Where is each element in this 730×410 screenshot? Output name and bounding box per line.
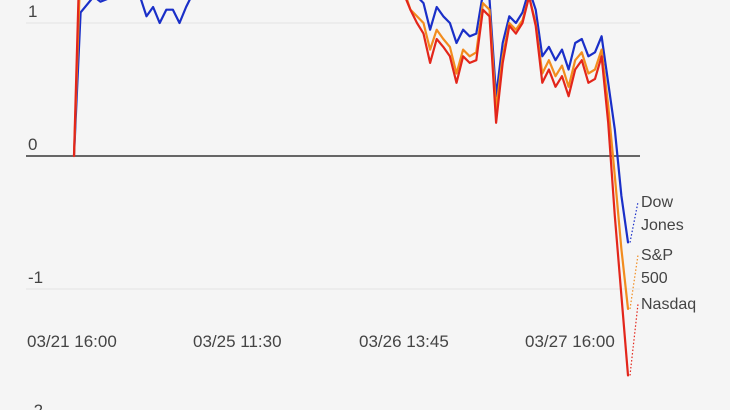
legend-connector bbox=[629, 254, 639, 310]
legend-connector bbox=[629, 201, 639, 243]
series-line-dow-jones bbox=[72, 0, 630, 244]
y-tick-label: -2 bbox=[28, 401, 43, 410]
series-lines bbox=[72, 0, 630, 377]
x-axis-tick-labels: 03/21 16:00 03/25 11:30 03/26 13:45 03/27 1… bbox=[27, 332, 615, 351]
x-tick-label: 03/21 16:00 bbox=[27, 332, 117, 351]
x-tick-label: 03/26 13:45 bbox=[359, 332, 449, 351]
series-line-nasdaq bbox=[72, 0, 630, 377]
legend-connector bbox=[629, 303, 639, 376]
legend-label-nasdaq: Nasdaq bbox=[641, 296, 696, 313]
y-tick-label: 1 bbox=[28, 2, 37, 21]
y-tick-label: -1 bbox=[28, 268, 43, 287]
x-tick-label: 03/27 16:00 bbox=[525, 332, 615, 351]
series-line-s-p-500 bbox=[72, 0, 630, 310]
legend-labels: Dow Jones S&P 500 Nasdaq bbox=[629, 194, 696, 376]
legend-label-dow-jones: Dow Jones bbox=[641, 194, 684, 234]
y-tick-label: 0 bbox=[28, 135, 37, 154]
y-axis-tick-labels: 210-1-2 bbox=[28, 2, 43, 410]
x-tick-label: 03/25 11:30 bbox=[193, 332, 282, 351]
legend-label-s-p-500: S&P 500 bbox=[641, 247, 673, 287]
